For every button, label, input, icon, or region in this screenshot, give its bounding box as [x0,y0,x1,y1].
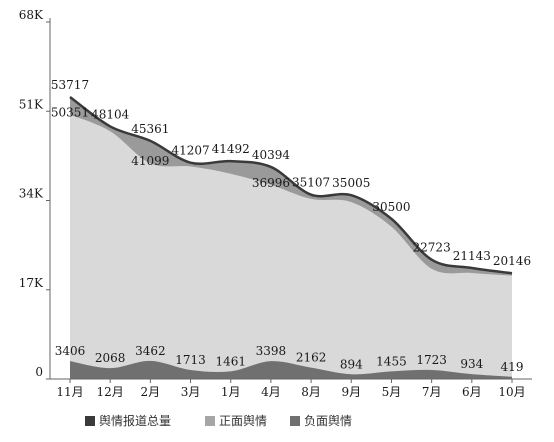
total-data-label: 40394 [252,148,291,162]
x-tick-label: 9月 [341,385,361,399]
total-data-label: 22723 [413,241,451,255]
area-negative [70,360,512,379]
y-tick-label: 0 [35,365,43,379]
legend-label: 负面舆情 [304,413,352,428]
line-total [69,95,513,275]
area-positive [70,114,512,379]
legend-swatch [205,416,215,426]
area-layers [69,95,513,379]
total-data-label: 53717 [51,78,89,92]
y-tick-label: 51K [19,97,44,111]
total-data-label: 35107 [292,176,330,190]
total-data-label: 41492 [212,142,250,156]
negative-data-label: 3462 [135,344,166,358]
total-data-label: 45361 [131,122,169,136]
legend: 舆情报道总量 正面舆情 负面舆情 [85,413,352,428]
negative-data-label: 2162 [296,351,327,365]
x-tick-label: 4月 [261,385,281,399]
x-tick-label: 11月 [56,385,83,399]
positive-data-label: 36996 [252,176,290,190]
x-tick-label: 2月 [141,385,161,399]
x-tick-label: 6月 [462,385,482,399]
legend-label: 正面舆情 [219,413,267,428]
legend-label: 舆情报道总量 [99,413,171,428]
negative-data-label: 894 [340,357,363,371]
negative-data-label: 1723 [416,353,447,367]
x-tick-label: 7月 [422,385,442,399]
total-data-label: 35005 [332,176,370,190]
x-tick-label: 5月 [382,385,402,399]
negative-data-label: 419 [501,360,524,374]
negative-data-label: 3406 [55,344,86,358]
negative-data-label: 934 [460,357,483,371]
positive-data-label: 50351 [51,106,89,120]
negative-data-label: 3398 [256,344,287,358]
total-data-label: 41207 [171,144,209,158]
legend-swatch [290,416,300,426]
y-tick-label: 17K [19,276,44,290]
legend-swatch [85,416,95,426]
total-data-label: 48104 [91,107,130,121]
negative-data-label: 2068 [95,351,126,365]
x-tick-label: 10月 [498,385,525,399]
x-tick-label: 12月 [97,385,124,399]
positive-data-label: 41099 [131,154,169,168]
x-tick-label: 3月 [181,385,201,399]
total-data-label: 21143 [453,249,491,263]
total-data-label: 20146 [493,254,531,268]
negative-data-label: 1455 [376,354,407,368]
total-data-label: 30500 [372,200,410,214]
negative-data-label: 1713 [175,353,206,367]
y-tick-label: 34K [19,187,44,201]
y-tick-label: 68K [19,8,44,22]
axes: 0 17K 34K 51K 68K 11月 12月 2月 3月 1月 4月 8月 9月 5月 7月 6月 10月 [19,8,532,399]
negative-data-label: 1461 [215,354,246,368]
x-tick-label: 1月 [221,385,241,399]
x-tick-label: 8月 [301,385,321,399]
